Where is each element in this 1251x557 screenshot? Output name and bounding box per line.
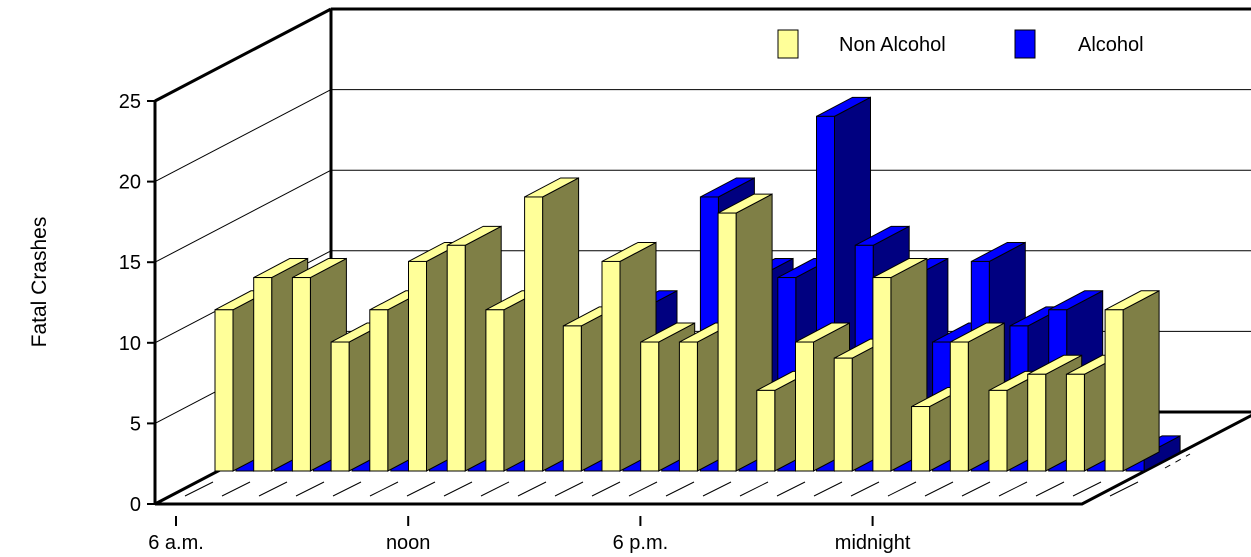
bar-non-alcohol-19-front [950, 342, 968, 471]
bar-non-alcohol-12-front [679, 342, 697, 471]
bar-non-alcohol-1-front [254, 278, 272, 471]
gridline-side [155, 170, 331, 262]
bar-non-alcohol-8-front [525, 197, 543, 471]
legend-label-non-alcohol: Non Alcohol [839, 34, 946, 56]
bars-group [215, 97, 1180, 471]
bar-non-alcohol-5-front [409, 261, 427, 471]
x-tick-label: 6 p.m. [613, 532, 669, 554]
bar-non-alcohol-20-front [989, 390, 1007, 471]
bar-non-alcohol-16-front [834, 358, 852, 471]
bar-non-alcohol-10-front [602, 261, 620, 471]
bar-non-alcohol-4-front [370, 310, 388, 471]
legend: Non Alcohol Alcohol [778, 30, 1144, 58]
bar-non-alcohol-18-front [912, 407, 930, 471]
x-tick-label: noon [386, 532, 431, 554]
bar-non-alcohol-7-front [486, 310, 504, 471]
bar-non-alcohol-11-front [641, 342, 659, 471]
bar-non-alcohol-2-front [292, 278, 310, 471]
bar-non-alcohol-13-front [718, 213, 736, 471]
bar-non-alcohol-21-front [1028, 374, 1046, 471]
bar-non-alcohol-17-front [873, 278, 891, 471]
y-tick-label: 5 [130, 413, 141, 435]
bar-non-alcohol-23-side [1123, 291, 1159, 471]
y-tick-label: 10 [119, 333, 141, 355]
y-axis-title: Fatal Crashes [28, 217, 51, 348]
bar-non-alcohol-15-front [796, 342, 814, 471]
bar-non-alcohol-23 [1105, 291, 1159, 471]
bar-non-alcohol-0-front [215, 310, 233, 471]
bar-non-alcohol-9-front [563, 326, 581, 471]
legend-swatch-alcohol [1015, 30, 1035, 58]
side-wall-top-edge [155, 9, 331, 101]
gridline-side [155, 90, 331, 182]
y-tick-label: 0 [130, 494, 141, 516]
bar-non-alcohol-22-front [1066, 374, 1084, 471]
x-tick-label: midnight [835, 532, 911, 554]
y-tick-label: 25 [119, 91, 141, 113]
legend-swatch-non-alcohol [778, 30, 798, 58]
bar-non-alcohol-14-front [757, 390, 775, 471]
bar-non-alcohol-6-front [447, 245, 465, 471]
bar-non-alcohol-23-front [1105, 310, 1123, 471]
y-tick-label: 20 [119, 172, 141, 194]
bar-non-alcohol-3-front [331, 342, 349, 471]
y-tick-label: 15 [119, 252, 141, 274]
x-tick-label: 6 a.m. [148, 532, 204, 554]
legend-label-alcohol: Alcohol [1078, 34, 1144, 56]
